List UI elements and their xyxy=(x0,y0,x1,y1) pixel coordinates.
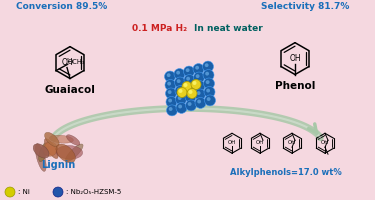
Circle shape xyxy=(186,100,196,111)
Circle shape xyxy=(167,82,171,86)
Circle shape xyxy=(177,87,187,97)
Ellipse shape xyxy=(45,132,59,147)
Text: : Ni: : Ni xyxy=(18,189,30,195)
Text: : Nb₂O₅-HZSM-5: : Nb₂O₅-HZSM-5 xyxy=(66,189,121,195)
Circle shape xyxy=(178,96,182,100)
Text: Alkylphenols=17.0 wt%: Alkylphenols=17.0 wt% xyxy=(230,168,342,177)
Circle shape xyxy=(177,79,180,83)
Text: OH: OH xyxy=(228,140,236,145)
Circle shape xyxy=(186,68,189,72)
Circle shape xyxy=(188,102,192,106)
Circle shape xyxy=(165,88,177,99)
Text: OH: OH xyxy=(288,140,296,145)
Circle shape xyxy=(197,100,201,103)
Circle shape xyxy=(189,90,192,94)
Circle shape xyxy=(193,64,204,75)
Circle shape xyxy=(205,72,209,76)
Ellipse shape xyxy=(44,145,57,156)
Circle shape xyxy=(183,83,188,87)
Circle shape xyxy=(197,91,201,95)
Circle shape xyxy=(174,77,186,88)
Circle shape xyxy=(206,80,210,84)
Circle shape xyxy=(202,61,213,72)
Circle shape xyxy=(167,73,171,77)
Text: Guaiacol: Guaiacol xyxy=(45,85,95,95)
Text: In neat water: In neat water xyxy=(194,24,262,33)
Circle shape xyxy=(204,86,215,97)
Circle shape xyxy=(187,85,190,89)
Circle shape xyxy=(178,89,183,93)
Text: Phenol: Phenol xyxy=(275,81,315,91)
Ellipse shape xyxy=(56,144,75,163)
Circle shape xyxy=(207,97,210,101)
Circle shape xyxy=(165,80,176,90)
Text: Selectivity 81.7%: Selectivity 81.7% xyxy=(261,2,349,11)
Ellipse shape xyxy=(49,135,74,143)
Text: Conversion 89.5%: Conversion 89.5% xyxy=(16,2,108,11)
Circle shape xyxy=(195,66,199,70)
Circle shape xyxy=(195,97,206,108)
Circle shape xyxy=(187,88,197,98)
Circle shape xyxy=(178,105,182,108)
Text: OCH₃: OCH₃ xyxy=(68,59,85,65)
Circle shape xyxy=(182,81,192,91)
Ellipse shape xyxy=(39,142,48,162)
Circle shape xyxy=(174,69,185,80)
Circle shape xyxy=(194,81,205,91)
Text: Lignin: Lignin xyxy=(41,160,75,170)
Circle shape xyxy=(204,78,214,89)
Circle shape xyxy=(177,88,181,92)
Ellipse shape xyxy=(65,144,83,162)
Circle shape xyxy=(195,89,206,100)
Circle shape xyxy=(176,94,186,105)
Circle shape xyxy=(176,71,180,75)
Text: OH: OH xyxy=(61,58,73,67)
Circle shape xyxy=(206,89,210,93)
Circle shape xyxy=(184,83,195,94)
Text: OH: OH xyxy=(256,140,264,145)
Circle shape xyxy=(194,72,204,83)
Circle shape xyxy=(196,74,200,78)
Circle shape xyxy=(165,71,176,82)
Circle shape xyxy=(185,91,196,102)
Circle shape xyxy=(183,66,195,77)
Circle shape xyxy=(175,85,186,96)
Circle shape xyxy=(205,63,209,67)
Circle shape xyxy=(168,90,171,94)
Ellipse shape xyxy=(33,144,49,158)
Circle shape xyxy=(191,80,201,89)
Ellipse shape xyxy=(44,139,58,159)
Circle shape xyxy=(53,187,63,197)
Text: OH: OH xyxy=(289,54,301,63)
Circle shape xyxy=(166,105,177,116)
Circle shape xyxy=(169,107,172,111)
Ellipse shape xyxy=(43,142,57,156)
Text: 0.1 MPa H₂: 0.1 MPa H₂ xyxy=(132,24,188,33)
Ellipse shape xyxy=(56,145,82,159)
Circle shape xyxy=(168,99,172,102)
Text: OH: OH xyxy=(321,140,329,145)
Ellipse shape xyxy=(35,144,46,171)
Circle shape xyxy=(196,83,200,87)
Circle shape xyxy=(5,187,15,197)
Circle shape xyxy=(186,77,190,81)
Circle shape xyxy=(176,102,187,113)
Circle shape xyxy=(192,81,196,85)
Circle shape xyxy=(187,94,191,97)
Circle shape xyxy=(166,96,177,107)
Circle shape xyxy=(203,70,214,81)
Circle shape xyxy=(184,75,195,85)
Ellipse shape xyxy=(66,135,80,145)
Circle shape xyxy=(204,95,216,106)
